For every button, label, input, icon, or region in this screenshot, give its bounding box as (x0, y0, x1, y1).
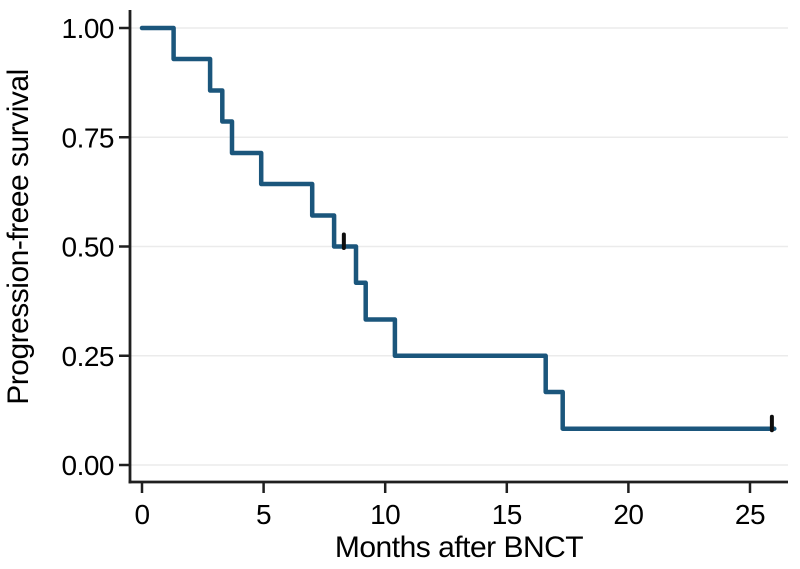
y-tick-label-0.75: 0.75 (62, 122, 115, 153)
x-tick-label-15: 15 (492, 499, 522, 530)
y-axis-label: Progression-freee survival (2, 69, 35, 404)
x-tick-label-25: 25 (735, 499, 765, 530)
y-tick-label-1: 1.00 (62, 13, 115, 44)
y-tick-label-0.5: 0.50 (62, 232, 115, 263)
x-tick-label-10: 10 (370, 499, 400, 530)
x-tick-label-5: 5 (256, 499, 271, 530)
y-tick-label-0: 0.00 (62, 450, 115, 481)
censor-marks-group (341, 232, 774, 433)
survival-curve-group (139, 25, 777, 431)
x-axis-label: Months after BNCT (335, 531, 583, 564)
gridlines-group (130, 27, 788, 466)
x-tick-label-20: 20 (613, 499, 643, 530)
tick-marks-group (119, 26, 752, 493)
tick-labels-group: 0.00 0.25 0.50 0.75 1.00 0 5 10 15 20 25 (62, 13, 766, 530)
y-tick-label-0.25: 0.25 (62, 341, 115, 372)
x-tick-label-0: 0 (134, 499, 149, 530)
progression-free-survival-curve (139, 25, 777, 431)
